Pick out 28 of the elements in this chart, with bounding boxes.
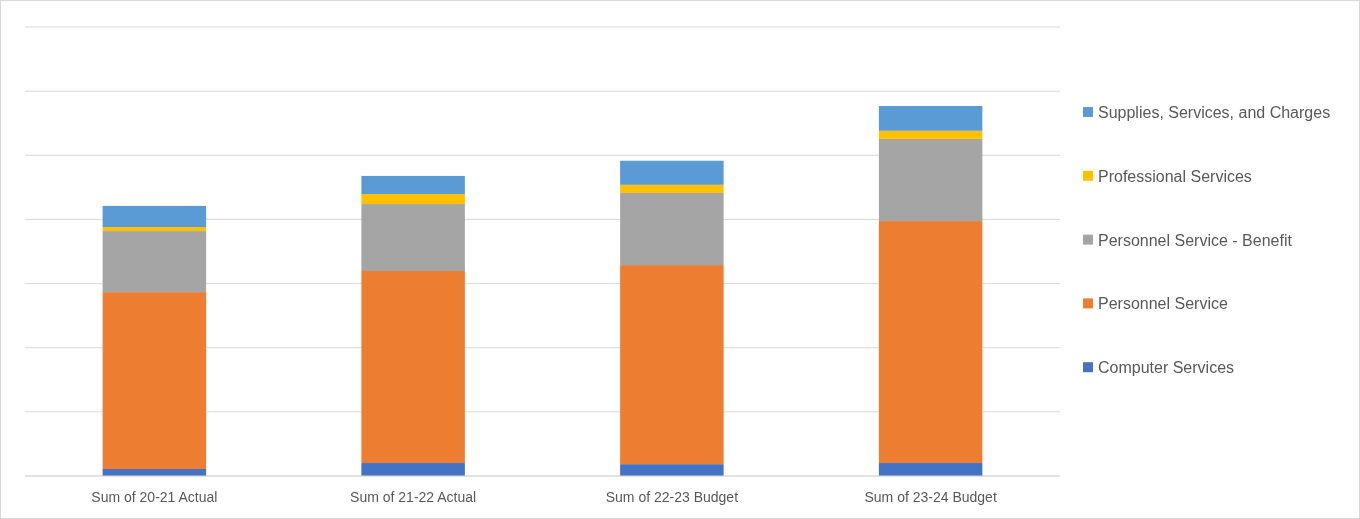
bar — [620, 184, 724, 193]
bar — [878, 106, 983, 131]
bar — [620, 160, 724, 185]
legend-label: Professional Services — [1098, 167, 1252, 185]
bar — [620, 265, 724, 465]
bar — [878, 463, 983, 476]
bar — [361, 271, 465, 464]
bar — [878, 221, 983, 464]
bar — [102, 205, 207, 227]
legend-label: Computer Services — [1098, 359, 1235, 377]
bar — [361, 463, 465, 476]
bar — [102, 226, 207, 232]
x-tick-label: Sum of 23-24 Budget — [864, 489, 997, 505]
legend-label: Personnel Service - Benefit — [1098, 231, 1293, 249]
bar — [620, 464, 724, 476]
bar — [102, 231, 207, 293]
bar — [878, 138, 983, 222]
x-tick-label: Sum of 20-21 Actual — [91, 489, 218, 505]
legend-label: Supplies, Services, and Charges — [1098, 104, 1331, 121]
bar — [878, 130, 983, 139]
x-tick-label: Sum of 21-22 Actual — [350, 489, 477, 505]
bar — [361, 204, 465, 272]
x-tick-label: Sum of 22-23 Budget — [605, 489, 739, 505]
bar — [102, 292, 207, 469]
bar — [361, 194, 465, 205]
bar — [620, 192, 724, 266]
bar — [361, 175, 465, 195]
legend-label: Personnel Service — [1098, 295, 1228, 313]
